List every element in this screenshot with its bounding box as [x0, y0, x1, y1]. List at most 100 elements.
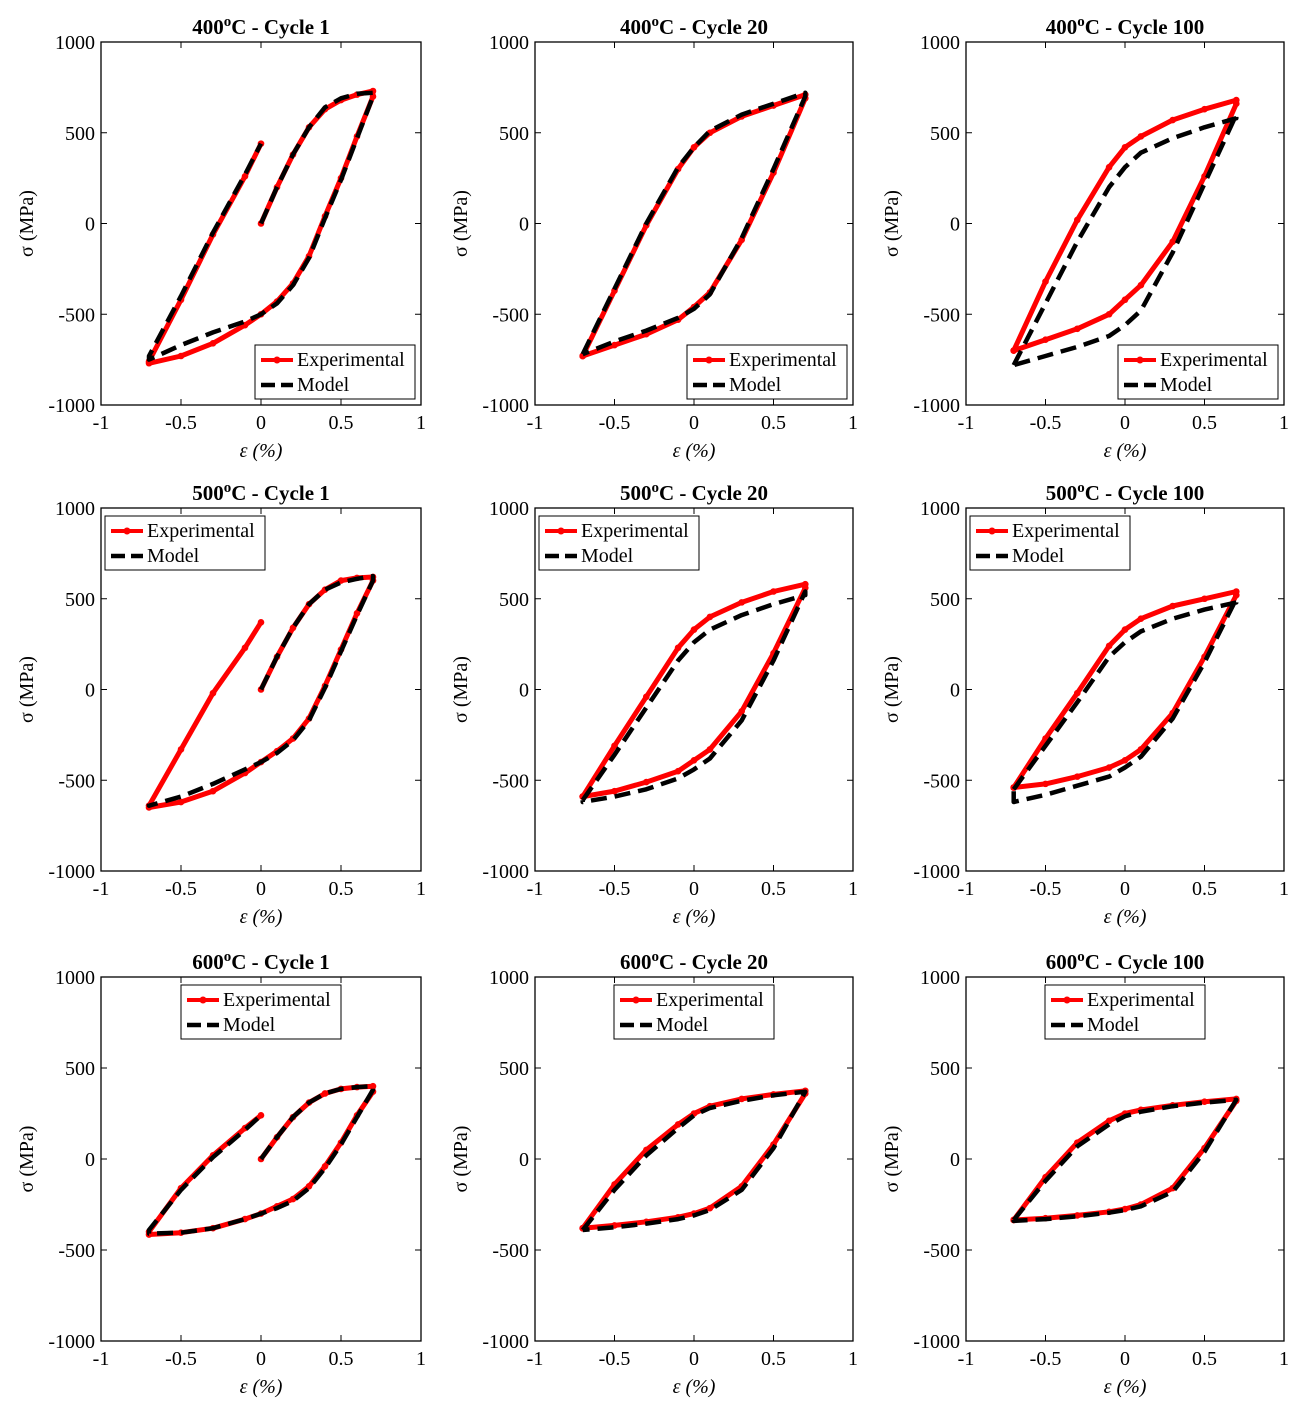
- legend-experimental-marker: [199, 996, 207, 1004]
- plot-area: [145, 573, 377, 811]
- y-tick-label: 500: [65, 1058, 95, 1080]
- experimental-point: [770, 588, 777, 595]
- x-axis-label: ε (%): [240, 440, 283, 462]
- experimental-point: [690, 626, 698, 633]
- x-tick-label: 1: [848, 1348, 858, 1370]
- y-tick-label: -1000: [482, 395, 529, 417]
- legend-experimental-label: Experimental: [223, 989, 331, 1011]
- x-axis-label: ε (%): [1104, 440, 1147, 462]
- model-line: [1011, 112, 1239, 368]
- experimental-point: [241, 644, 249, 652]
- y-tick-label: -1000: [913, 395, 960, 417]
- experimental-point: [1042, 278, 1049, 285]
- panel-5: 500oC - Cycle 20-1 -0.5 0 0.5 1-1000-5000500…: [450, 480, 858, 928]
- experimental-point: [289, 624, 297, 632]
- panel-8: 600oC - Cycle 20 -1 -0.5 0 0.5 1 -1000 -500 0 500…: [450, 949, 858, 1398]
- experimental-point: [353, 609, 361, 617]
- y-tick-label: -500: [58, 770, 95, 792]
- y-tick-label: 1000: [55, 32, 95, 54]
- legend-model-label: Model: [729, 374, 782, 396]
- x-axis-label: ε (%): [673, 440, 716, 462]
- y-tick-label: -500: [923, 1240, 960, 1262]
- x-tick-label: -0.5: [1030, 412, 1062, 434]
- experimental-line: [580, 92, 808, 359]
- y-tick-label: 500: [930, 123, 960, 145]
- y-axis-label: σ (MPa): [450, 190, 472, 257]
- x-tick-label: -1: [527, 878, 544, 900]
- y-tick-label: -1000: [482, 1331, 529, 1353]
- experimental-point: [643, 778, 650, 786]
- experimental-point: [738, 1095, 745, 1103]
- panel-1: 400oC - Cycle 1 -1 -0.5 0 0.5 1 -1000 -500 0 500 1…: [16, 14, 426, 462]
- x-tick-label: 0: [1120, 878, 1130, 900]
- y-tick-label: 1000: [489, 967, 529, 989]
- y-tick-label: -1000: [48, 1331, 95, 1353]
- plot-area: [145, 87, 377, 367]
- x-tick-label: 1: [416, 1348, 426, 1370]
- x-axis-label: ε (%): [240, 906, 283, 928]
- x-tick-label: 1: [416, 878, 426, 900]
- y-tick-label: 0: [519, 1149, 529, 1171]
- legend-model-label: Model: [1160, 374, 1213, 396]
- title-cycle: C - Cycle 100: [1085, 950, 1205, 974]
- experimental-line: [146, 88, 376, 366]
- model-line: [1011, 596, 1239, 805]
- x-tick-label: 0: [689, 1348, 699, 1370]
- experimental-point: [257, 619, 265, 626]
- experimental-point: [611, 787, 618, 795]
- legend: Experimental Model: [180, 984, 342, 1040]
- experimental-point: [1042, 780, 1049, 788]
- x-tick-label: 1: [848, 878, 858, 900]
- legend-box: [686, 344, 848, 400]
- y-tick-label: -500: [58, 1240, 95, 1262]
- y-axis-label: σ (MPa): [16, 1126, 38, 1193]
- x-tick-label: 0: [689, 412, 699, 434]
- legend-experimental-label: Experimental: [656, 989, 764, 1011]
- panel-title: 500oC - Cycle 100: [1046, 480, 1205, 505]
- legend: Experimental Model: [104, 515, 266, 571]
- y-tick-label: 0: [950, 1149, 960, 1171]
- legend-experimental-marker: [123, 527, 131, 535]
- legend-model-label: Model: [223, 1014, 276, 1036]
- y-tick-label: 500: [65, 123, 95, 145]
- panel-title: 400oC - Cycle 20: [620, 14, 768, 39]
- experimental-point: [1233, 100, 1240, 108]
- y-tick-label: -1000: [913, 861, 960, 883]
- y-tick-label: -1000: [48, 861, 95, 883]
- x-tick-label: 0: [689, 878, 699, 900]
- x-tick-label: 0: [256, 1348, 266, 1370]
- y-tick-label: -500: [492, 304, 529, 326]
- legend-experimental-label: Experimental: [581, 520, 689, 542]
- x-tick-label: 0.5: [1192, 412, 1217, 434]
- plot-area: [1010, 1095, 1240, 1224]
- title-degree-superscript: o: [224, 14, 232, 30]
- title-temperature: 500: [620, 481, 652, 505]
- model-line: [580, 589, 808, 805]
- experimental-point: [1105, 1117, 1113, 1125]
- panel-title: 400oC - Cycle 1: [192, 14, 330, 39]
- x-tick-label: -0.5: [599, 1348, 631, 1370]
- plot-area: [145, 1082, 377, 1238]
- y-axis-label: σ (MPa): [450, 656, 472, 723]
- panel-title: 400oC - Cycle 100: [1046, 14, 1205, 39]
- experimental-point: [209, 689, 217, 697]
- experimental-point: [706, 613, 714, 621]
- y-tick-label: 1000: [920, 498, 960, 520]
- legend-experimental-label: Experimental: [297, 349, 405, 371]
- experimental-point: [690, 756, 698, 764]
- panel-3: 400oC - Cycle 100 -1 -0.5 0 0.5 1 -1000 -500 0 50…: [881, 14, 1289, 462]
- y-tick-label: -500: [492, 770, 529, 792]
- x-tick-label: 0.5: [761, 412, 786, 434]
- x-tick-label: -1: [93, 1348, 110, 1370]
- experimental-point: [1105, 310, 1113, 318]
- experimental-point: [1137, 746, 1145, 753]
- experimental-point: [1169, 238, 1176, 245]
- experimental-point: [1121, 626, 1129, 633]
- experimental-point: [1105, 764, 1113, 771]
- experimental-point: [611, 742, 618, 750]
- experimental-point: [674, 644, 682, 652]
- plot-area: [1010, 96, 1240, 368]
- legend-experimental-label: Experimental: [1012, 520, 1120, 542]
- experimental-point: [1169, 602, 1176, 610]
- y-tick-label: -500: [923, 304, 960, 326]
